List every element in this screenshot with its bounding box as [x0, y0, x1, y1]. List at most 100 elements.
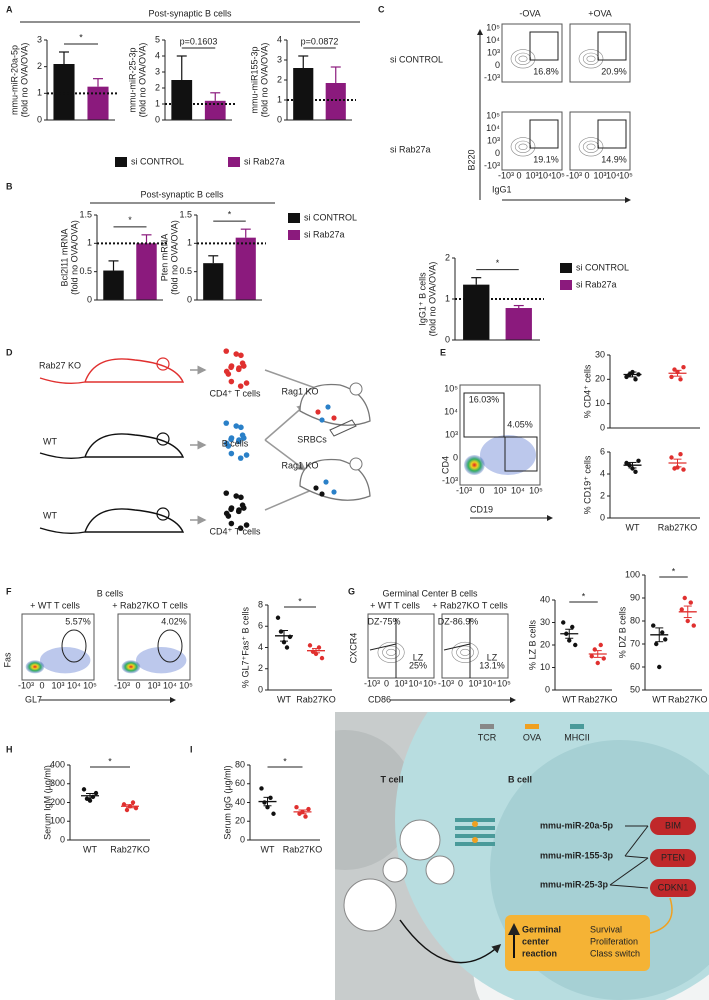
mouse-ear: [156, 507, 170, 521]
data-point: [561, 620, 566, 625]
flow-tick-label: 10⁴: [538, 170, 552, 180]
data-point: [630, 466, 635, 471]
cell-dot: [313, 485, 319, 491]
flow-tick-label: 10⁵: [486, 22, 500, 32]
y-axis-label: % GL7⁺Fas⁺ B cells: [240, 606, 250, 688]
bar: [204, 100, 226, 120]
annotation: *: [79, 32, 83, 42]
label: 4.02%: [161, 616, 187, 626]
flow-tick-label: 10³: [493, 485, 506, 495]
target-label: PTEN: [661, 852, 685, 862]
cell-dot: [237, 525, 244, 531]
y-tick-label: 200: [50, 797, 65, 807]
flow-tick-label: 10⁴: [486, 35, 500, 45]
data-point: [663, 637, 668, 642]
y-tick-label: 0: [258, 684, 263, 694]
y-tick-label: 100: [50, 816, 65, 826]
vesicle: [399, 819, 441, 861]
arrow: [264, 439, 307, 471]
gate: [463, 392, 505, 438]
outcome-box: [505, 915, 650, 971]
legend-swatch: [560, 263, 572, 273]
y-tick-label: 2: [258, 663, 263, 673]
label: CD4: [440, 456, 450, 474]
data-point: [678, 377, 683, 382]
y-tick-label: 30: [595, 349, 605, 359]
y-tick-label: 10: [540, 662, 550, 672]
gate: [529, 31, 559, 61]
data-point: [93, 790, 99, 796]
legend-icon: [570, 724, 584, 729]
label: B cells: [222, 438, 249, 448]
panel-letter: H: [6, 744, 13, 754]
bar: [463, 284, 490, 340]
panel-header: Post-synaptic B cells: [148, 8, 232, 18]
y-axis-label: (fold no OVA/OVA): [19, 43, 29, 118]
label: + WT T cells: [30, 600, 80, 610]
cell-dot: [238, 352, 244, 359]
y-tick-label: 40: [540, 594, 550, 604]
y-axis-label: mmu-miR-25-3p: [127, 47, 137, 112]
flow-tick-label: 0: [384, 678, 389, 688]
y-axis-label: (fold no OVA/OVA): [259, 43, 269, 118]
data-point: [124, 807, 130, 813]
gate: [504, 436, 538, 472]
data-point: [682, 595, 687, 601]
flow-tick-label: 10⁵: [497, 678, 511, 688]
flow-tick-label: 10⁴: [486, 123, 500, 133]
y-tick-label: 6: [600, 446, 605, 456]
y-tick-label: 4: [258, 642, 263, 652]
data-point: [595, 660, 600, 666]
target-label: CDKN1: [658, 882, 689, 892]
cell-dot: [323, 479, 329, 485]
cell-dot: [233, 351, 240, 357]
y-tick-label: 10: [595, 398, 605, 408]
arrow: [264, 404, 307, 441]
x-tick-label: WT: [652, 694, 666, 704]
contour: [510, 49, 536, 69]
cell-dot: [243, 452, 250, 458]
receptor: [455, 842, 495, 846]
flow-tick-label: 10⁵: [83, 680, 97, 690]
y-axis-label: mmu-miR155-3p: [249, 46, 259, 113]
legend-label: si CONTROL: [576, 262, 629, 272]
x-tick-label: WT: [626, 522, 640, 532]
mouse-outline: [39, 358, 185, 385]
label: reaction: [522, 948, 557, 958]
data-point: [133, 805, 139, 811]
label: CXCR4: [348, 633, 358, 664]
x-tick-label: Rab27KO: [110, 844, 150, 854]
label: si Rab27a: [390, 144, 431, 154]
legend-label: OVA: [523, 732, 541, 742]
panel-letter: C: [378, 4, 385, 14]
y-tick-label: 0: [445, 334, 450, 344]
contour: [586, 55, 596, 62]
flow-tick-label: 10⁴: [483, 678, 497, 688]
bar: [53, 64, 75, 120]
cell-dot: [237, 383, 244, 389]
annotation: p=0.0872: [301, 36, 339, 46]
y-axis-label: (fold no OVA/OVA): [137, 43, 147, 118]
y-tick-label: 1: [277, 94, 282, 104]
cell-dot: [331, 489, 337, 495]
data-point: [681, 467, 686, 472]
label: + WT T cells: [370, 600, 420, 610]
label: si CONTROL: [390, 54, 443, 64]
density-cloud: [136, 647, 187, 674]
data-point: [633, 377, 638, 382]
flow-tick-label: 10⁵: [551, 170, 565, 180]
cell-dot: [233, 423, 240, 429]
y-tick-label: 50: [630, 684, 640, 694]
y-tick-label: 0.5: [179, 266, 192, 276]
contour: [518, 143, 528, 151]
data-point: [633, 469, 638, 474]
y-tick-label: 0: [87, 294, 92, 304]
flow-tick-label: 10⁵: [529, 485, 543, 495]
label: DZ-75%: [367, 616, 400, 626]
cell-dot: [325, 404, 331, 410]
bar: [325, 83, 346, 120]
y-tick-label: 1: [155, 98, 160, 108]
y-axis-label: IgG1⁺ B cells: [417, 272, 427, 326]
contour: [514, 52, 532, 65]
x-tick-label: Rab27KO: [296, 694, 336, 704]
